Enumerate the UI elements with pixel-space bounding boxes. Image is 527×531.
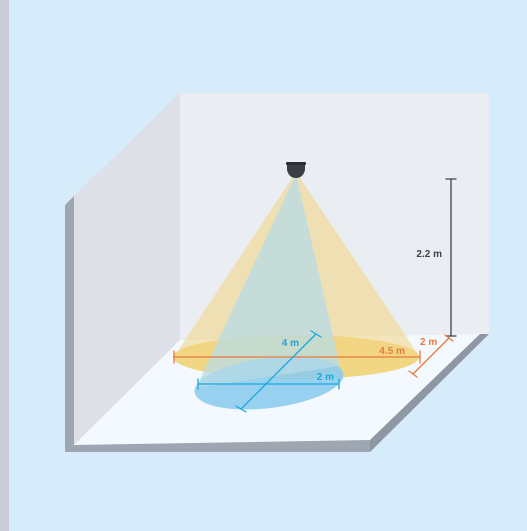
small-width-label: 2 m <box>317 372 334 383</box>
small-length-line <box>240 333 317 410</box>
floor-front-edge <box>65 440 370 452</box>
small-length-tick-low <box>235 405 247 413</box>
left-strip <box>0 0 9 531</box>
large-depth-line <box>412 337 450 375</box>
left-wall-edge <box>65 196 74 452</box>
small-length-tick-high <box>310 330 322 338</box>
floor-right-edge <box>370 334 489 452</box>
coverage <box>173 172 420 410</box>
large-depth-tick-high <box>444 334 454 342</box>
height-label: 2.2 m <box>416 249 442 260</box>
large-depth-tick-low <box>408 370 418 378</box>
dimension-lines <box>173 178 457 413</box>
left-wall <box>74 93 180 445</box>
ceiling-sensor-icon <box>286 162 306 178</box>
large-diameter-label: 4.5 m <box>379 346 405 357</box>
dimension-labels: 2.2 m 4.5 m 2 m 4 m 2 m <box>282 249 442 383</box>
small-coverage-cone <box>196 174 340 388</box>
large-depth-label: 2 m <box>420 337 437 348</box>
small-length-label: 4 m <box>282 338 299 349</box>
